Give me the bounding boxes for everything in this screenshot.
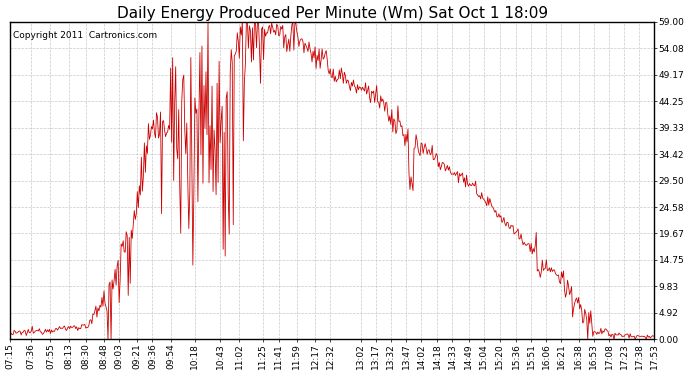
Text: Copyright 2011  Cartronics.com: Copyright 2011 Cartronics.com [13, 31, 157, 40]
Title: Daily Energy Produced Per Minute (Wm) Sat Oct 1 18:09: Daily Energy Produced Per Minute (Wm) Sa… [117, 6, 548, 21]
